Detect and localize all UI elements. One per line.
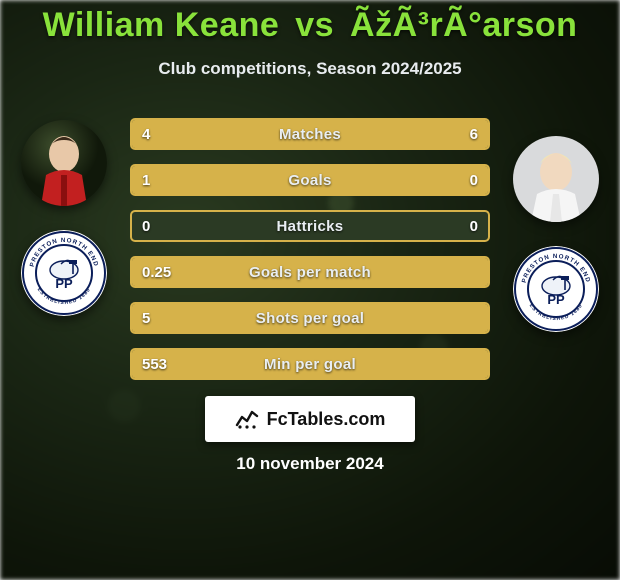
stat-bars: 4Matches61Goals00Hattricks00.25Goals per… (130, 118, 490, 380)
stat-label: Goals (132, 166, 488, 194)
content: William Keane vs ÃžÃ³rÃ°arson Club compe… (0, 0, 620, 580)
player2-crest: PRESTON NORTH END ESTABLISHED 1880 PP (513, 246, 599, 332)
stat-value-right: 0 (470, 166, 478, 194)
subtitle: Club competitions, Season 2024/2025 (0, 59, 620, 79)
svg-text:PP: PP (547, 292, 565, 307)
date-label: 10 november 2024 (0, 454, 620, 474)
right-column: PRESTON NORTH END ESTABLISHED 1880 PP (506, 112, 606, 332)
comparison-area: PRESTON NORTH END ESTABLISHED 1880 PP 4M… (0, 112, 620, 380)
player2-avatar (513, 136, 599, 222)
page-title: William Keane vs ÃžÃ³rÃ°arson (0, 0, 620, 45)
branding-badge: FcTables.com (205, 396, 415, 442)
stat-value-right: 6 (470, 120, 478, 148)
stat-label: Hattricks (132, 212, 488, 240)
stat-row: 0.25Goals per match (130, 256, 490, 288)
stat-label: Min per goal (132, 350, 488, 378)
branding-text: FcTables.com (267, 409, 386, 430)
player1-name: William Keane (43, 6, 280, 44)
stat-row: 5Shots per goal (130, 302, 490, 334)
svg-text:PP: PP (55, 276, 73, 291)
player2-name: ÃžÃ³rÃ°arson (350, 6, 577, 44)
stat-label: Shots per goal (132, 304, 488, 332)
stat-label: Goals per match (132, 258, 488, 286)
stat-row: 0Hattricks0 (130, 210, 490, 242)
left-column: PRESTON NORTH END ESTABLISHED 1880 PP (14, 112, 114, 316)
stat-row: 553Min per goal (130, 348, 490, 380)
stat-row: 4Matches6 (130, 118, 490, 150)
player1-avatar (21, 120, 107, 206)
stat-row: 1Goals0 (130, 164, 490, 196)
stat-value-right: 0 (470, 212, 478, 240)
fctables-icon (235, 407, 259, 431)
player1-crest: PRESTON NORTH END ESTABLISHED 1880 PP (21, 230, 107, 316)
vs-label: vs (295, 6, 334, 44)
stat-label: Matches (132, 120, 488, 148)
